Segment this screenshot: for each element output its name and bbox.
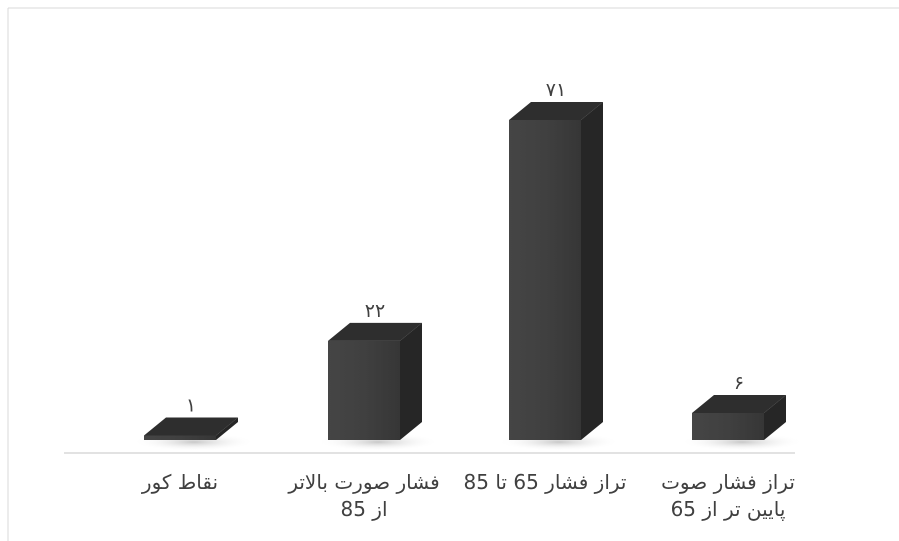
data-label: ۶ [734, 372, 744, 394]
bar-side [581, 102, 603, 440]
category-label-line: تراز فشار 65 تا 85 [464, 470, 627, 494]
category-label: تراز فشار صوت پایین تر از 65 [661, 470, 795, 522]
bar-top [144, 417, 238, 436]
bar-front [144, 435, 216, 440]
bar-top [328, 322, 422, 341]
bar-front [509, 120, 581, 440]
data-label: ۷۱ [546, 79, 566, 101]
bar-top [509, 102, 603, 120]
category-label: فشار صورت بالاتر از 85 [287, 470, 439, 521]
category-labels-group: نقاط کور فشار صورت بالاتر از 85 تراز فشار 6… [141, 470, 795, 522]
category-label-line: پایین تر از 65 [671, 497, 786, 522]
data-label: ۲۲ [365, 300, 385, 322]
bar-top [692, 394, 786, 413]
bar [144, 417, 238, 440]
category-label: تراز فشار 65 تا 85 [464, 470, 627, 494]
category-label-line: نقاط کور [141, 470, 218, 494]
bar-side [400, 322, 422, 440]
bar-side [216, 417, 238, 440]
data-labels-group: ۱ ۲۲ ۷۱ ۶ [186, 79, 744, 416]
category-label-line: فشار صورت بالاتر [287, 470, 439, 494]
data-label: ۱ [186, 394, 196, 416]
bar [509, 102, 603, 440]
chart-border [7, 7, 899, 541]
bar [692, 394, 786, 440]
category-label: نقاط کور [141, 470, 218, 494]
bar-front [692, 412, 764, 440]
bar-front [328, 340, 400, 440]
category-label-line: تراز فشار صوت [661, 470, 795, 494]
bars-group [144, 102, 786, 440]
bar [328, 322, 422, 440]
bar-side [764, 394, 786, 440]
category-label-line: از 85 [340, 497, 387, 521]
